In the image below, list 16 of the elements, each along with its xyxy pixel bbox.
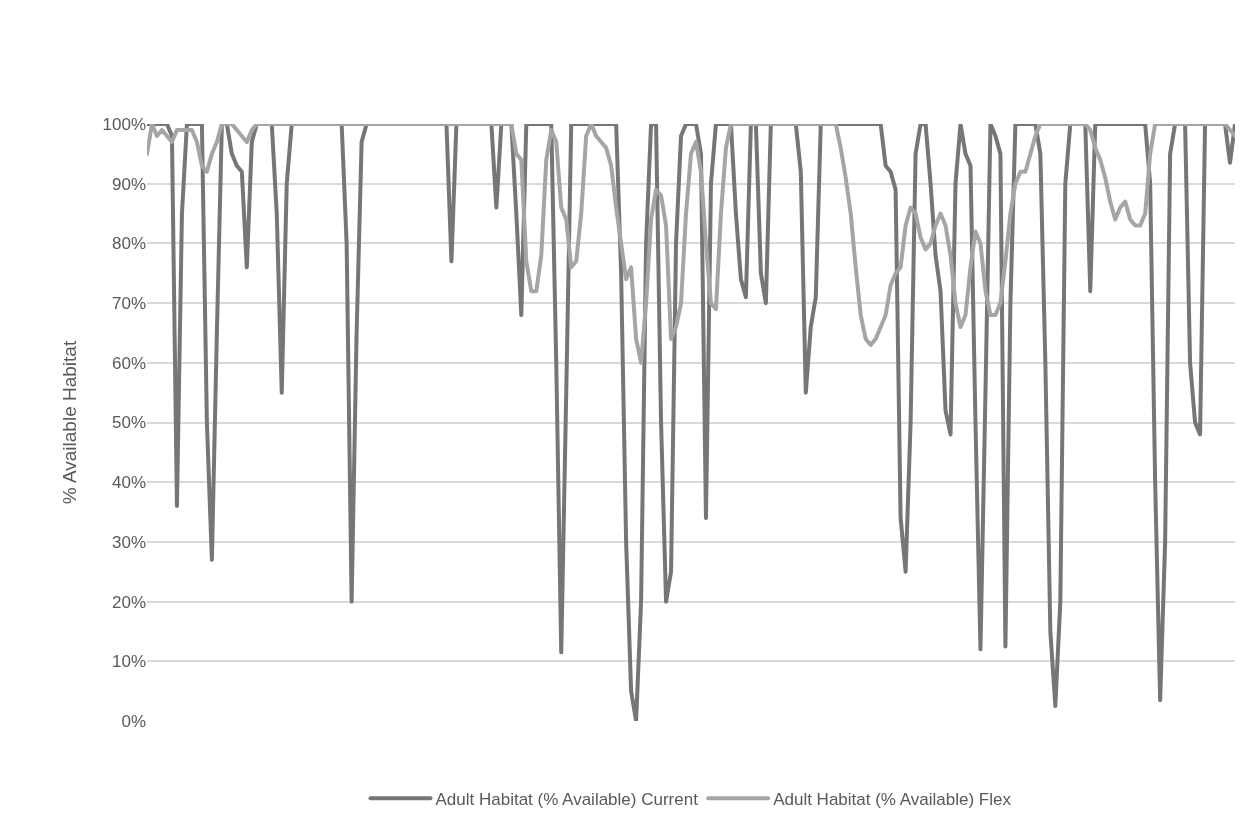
y-tick-label: 80% bbox=[111, 234, 146, 254]
legend-label: Adult Habitat (% Available) Current bbox=[435, 789, 699, 809]
y-tick-label: 50% bbox=[111, 413, 146, 433]
line-series bbox=[147, 124, 1235, 721]
line-series bbox=[147, 124, 1235, 365]
y-tick-label: 10% bbox=[111, 652, 146, 672]
y-tick-label: 40% bbox=[111, 473, 146, 493]
y-tick-label: 20% bbox=[111, 592, 146, 612]
y-tick-label: 90% bbox=[111, 174, 146, 194]
y-axis-title: % Available Habitat bbox=[59, 340, 81, 505]
y-tick-label: 0% bbox=[121, 711, 146, 731]
y-tick-label: 30% bbox=[111, 532, 146, 552]
legend-label: Adult Habitat (% Available) Flex bbox=[773, 789, 1012, 809]
y-tick-label: 100% bbox=[102, 114, 146, 134]
y-tick-label: 60% bbox=[111, 353, 146, 373]
y-tick-label: 70% bbox=[111, 294, 146, 314]
